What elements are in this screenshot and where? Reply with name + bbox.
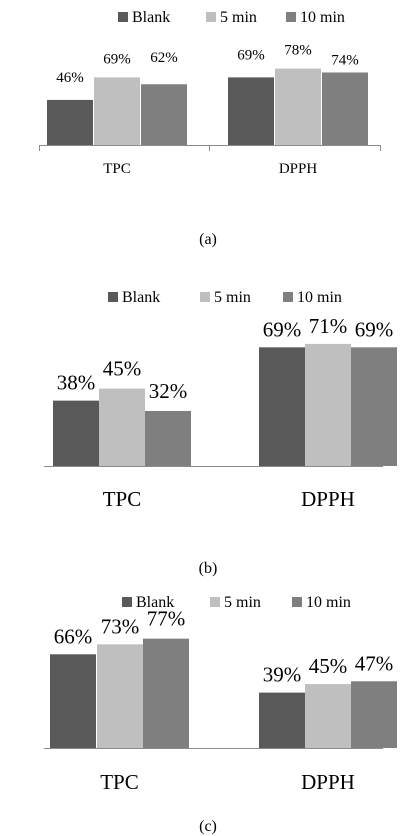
x-tick-label: TPC [103, 161, 131, 177]
x-tick-label: DPPH [301, 770, 355, 794]
legend-swatch [118, 12, 128, 22]
legend-label: 5 min [224, 594, 261, 611]
bar [145, 410, 191, 466]
data-label: 78% [284, 43, 312, 59]
chart-panel-b: Blank 5 min 10 min 38% 45% 32% TPC 69% 71% 69% DPP… [44, 289, 397, 577]
data-label: 38% [57, 371, 96, 395]
data-label: 69% [355, 317, 394, 341]
data-label: 71% [309, 314, 348, 338]
legend-swatch [210, 597, 220, 607]
panel-caption: (a) [199, 231, 217, 248]
x-tick-label: TPC [100, 770, 139, 794]
bar [228, 77, 274, 145]
data-label: 62% [150, 50, 178, 66]
data-label: 47% [355, 651, 394, 675]
chart-panel-c: Blank 5 min 10 min 66% 73% 77% TPC 39% 45% 47% DPP… [44, 594, 397, 835]
legend-label: Blank [136, 594, 174, 611]
legend-label: 10 min [306, 594, 351, 611]
legend-label: 5 min [220, 9, 257, 26]
data-label: 39% [263, 663, 302, 687]
data-label: 69% [263, 317, 302, 341]
legend-swatch [122, 597, 132, 607]
data-label: 69% [237, 47, 265, 63]
data-label: 32% [149, 379, 188, 403]
bar [50, 654, 96, 748]
bar [94, 77, 140, 145]
bar [99, 388, 145, 466]
legend-swatch [286, 12, 296, 22]
bar [259, 692, 305, 748]
bar [275, 68, 321, 145]
bar [97, 644, 143, 748]
bar [305, 684, 351, 748]
legend-swatch [283, 292, 293, 302]
x-tick-label: DPPH [301, 487, 355, 511]
legend-label: 10 min [300, 9, 345, 26]
panel-caption: (c) [199, 818, 217, 835]
x-tick-label: TPC [103, 487, 142, 511]
bar [53, 400, 99, 466]
bar [47, 99, 93, 145]
panel-caption: (b) [199, 560, 218, 577]
bar [351, 347, 397, 466]
data-label: 74% [331, 52, 359, 68]
bar [143, 638, 189, 748]
bar [322, 72, 368, 145]
data-label: 46% [56, 70, 84, 86]
bar [141, 84, 187, 145]
legend-label: 10 min [297, 289, 342, 306]
bar [305, 343, 351, 466]
data-label: 66% [54, 624, 93, 648]
data-label: 45% [103, 357, 142, 381]
legend-label: 5 min [214, 289, 251, 306]
bar [351, 681, 397, 748]
legend-swatch [206, 12, 216, 22]
data-label: 77% [147, 607, 186, 631]
chart-panel-a: Blank 5 min 10 min 46% 69% 62% TPC 69% 78% 74% DPP… [39, 9, 381, 248]
legend-label: Blank [122, 289, 160, 306]
legend-swatch [108, 292, 118, 302]
bar [259, 347, 305, 466]
data-label: 73% [101, 614, 140, 638]
data-label: 45% [309, 654, 348, 678]
x-tick-label: DPPH [279, 161, 318, 177]
data-label: 69% [103, 51, 131, 67]
legend-label: Blank [132, 9, 170, 26]
legend-swatch [292, 597, 302, 607]
legend-swatch [200, 292, 210, 302]
